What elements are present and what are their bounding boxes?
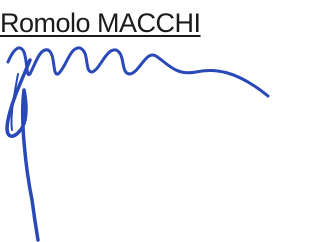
page: Romolo MACCHI {"name": "Romolo MACCHI"} … xyxy=(0,0,270,242)
signatory-name: Romolo MACCHI xyxy=(0,8,201,38)
